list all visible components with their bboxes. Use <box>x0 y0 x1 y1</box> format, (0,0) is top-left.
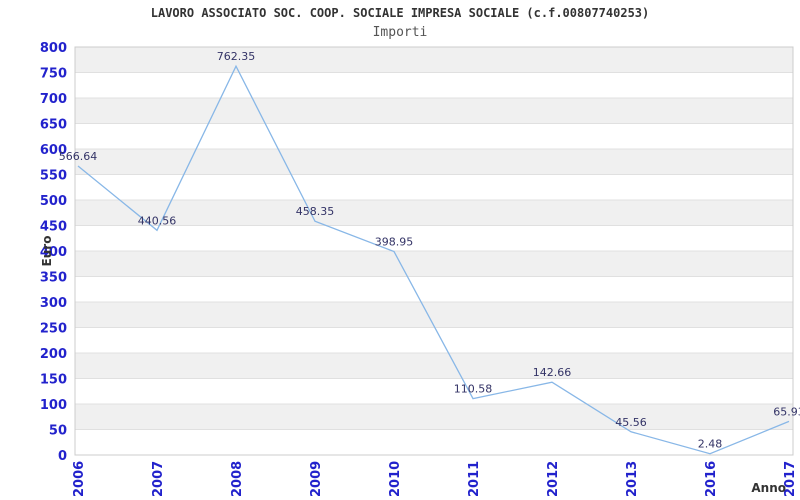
y-axis-title: Euro <box>40 236 54 267</box>
data-point-label: 2.48 <box>698 438 723 451</box>
plot-band <box>75 378 793 404</box>
plot-band <box>75 47 793 73</box>
plot-band <box>75 174 793 200</box>
data-point-label: 762.35 <box>217 50 256 63</box>
y-tick-label: 250 <box>40 322 67 337</box>
y-tick-label: 650 <box>40 118 67 133</box>
plot-band <box>75 302 793 328</box>
data-point-label: 110.58 <box>454 383 493 396</box>
y-tick-label: 300 <box>40 296 67 311</box>
series-line <box>77 64 790 455</box>
plot-band <box>75 200 793 226</box>
x-tick-label: 2017 <box>783 461 798 497</box>
data-point-label: 45.56 <box>615 416 647 429</box>
y-tick-label: 550 <box>40 169 67 184</box>
y-tick-label: 750 <box>40 67 67 82</box>
plot-band <box>75 225 793 251</box>
y-tick-label: 100 <box>40 398 67 413</box>
plot-band <box>75 72 793 98</box>
y-tick-label: 50 <box>49 424 67 439</box>
x-tick-label: 2006 <box>72 461 87 497</box>
plot-band <box>75 429 793 455</box>
x-tick-label: 2008 <box>230 461 245 497</box>
y-tick-label: 600 <box>40 143 67 158</box>
y-tick-label: 400 <box>40 245 67 260</box>
plot-band <box>75 251 793 277</box>
plot-band <box>75 327 793 353</box>
y-tick-label: 350 <box>40 271 67 286</box>
x-tick-label: 2007 <box>151 461 166 497</box>
chart-subtitle: Importi <box>372 25 428 40</box>
x-tick-label: 2009 <box>309 461 324 497</box>
x-tick-label: 2012 <box>546 461 561 497</box>
x-tick-label: 2016 <box>704 461 719 497</box>
data-point-label: 440.56 <box>138 214 177 227</box>
y-tick-label: 500 <box>40 194 67 209</box>
y-tick-label: 700 <box>40 92 67 107</box>
x-tick-label: 2011 <box>467 461 482 497</box>
data-point-label: 398.95 <box>375 236 414 249</box>
plot-band <box>75 276 793 302</box>
plot-band <box>75 353 793 379</box>
x-axis-title: Anno <box>751 481 786 495</box>
plot-border <box>74 46 794 456</box>
plot-band <box>75 123 793 149</box>
y-tick-label: 0 <box>58 449 67 464</box>
y-tick-label: 200 <box>40 347 67 362</box>
plot-band <box>75 98 793 124</box>
data-point-label: 458.35 <box>296 205 335 218</box>
y-tick-label: 150 <box>40 373 67 388</box>
x-tick-label: 2013 <box>625 461 640 497</box>
plot-band <box>75 149 793 175</box>
x-tick-label: 2010 <box>388 461 403 497</box>
data-point-label: 65.93 <box>773 405 800 418</box>
chart-title: LAVORO ASSOCIATO SOC. COOP. SOCIALE IMPR… <box>150 6 650 20</box>
y-tick-label: 800 <box>40 41 67 56</box>
data-point-label: 566.64 <box>59 150 98 163</box>
data-point-label: 142.66 <box>533 366 572 379</box>
y-tick-label: 450 <box>40 220 67 235</box>
plot-band <box>75 404 793 430</box>
